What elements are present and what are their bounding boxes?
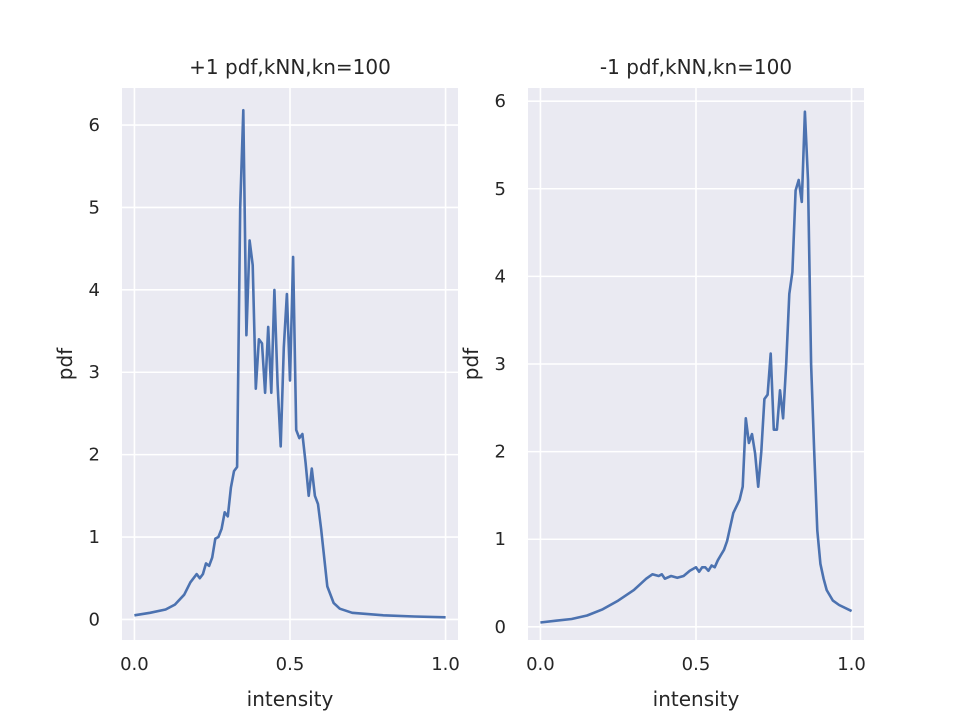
left-y-tick-label: 2 [89,445,100,466]
left-y-tick-label: 5 [89,197,100,218]
right-y-tick-label: 4 [495,266,506,287]
right-gridlines [528,88,864,640]
right-y-tick-label: 5 [495,179,506,200]
right-x-axis-label: intensity [653,687,740,711]
right-y-tick-label: 2 [495,442,506,463]
right-y-tick-label: 6 [495,91,506,112]
right-y-tick-label: 3 [495,354,506,375]
right-x-tick-labels: 0.0 0.5 1.0 [526,654,866,675]
left-pdf-line [134,108,446,619]
left-y-tick-label: 0 [89,609,100,630]
left-x-tick-label: 0.5 [276,654,305,675]
left-y-axis-label: pdf [53,347,77,380]
left-x-axis-label: intensity [247,687,334,711]
left-y-tick-label: 4 [89,280,100,301]
left-y-tick-label: 1 [89,527,100,548]
right-chart-panel: 0.0 0.5 1.0 0 1 2 3 4 5 6 -1 pdf,kNN,kn=100 inte… [459,55,866,711]
right-y-tick-labels: 0 1 2 3 4 5 6 [495,91,506,638]
left-chart-panel: 0.0 0.5 1.0 0 1 2 3 4 5 6 +1 pdf,kNN,kn=100 inte… [53,55,460,711]
right-y-tick-label: 1 [495,529,506,550]
right-x-tick-label: 0.5 [682,654,711,675]
right-y-axis-label: pdf [459,347,483,380]
left-x-tick-label: 1.0 [431,654,460,675]
left-y-tick-labels: 0 1 2 3 4 5 6 [89,115,100,630]
left-chart-title: +1 pdf,kNN,kn=100 [189,55,391,79]
right-chart-title: -1 pdf,kNN,kn=100 [600,55,792,79]
left-x-tick-label: 0.0 [120,654,149,675]
right-x-tick-label: 1.0 [837,654,866,675]
right-y-tick-label: 0 [495,617,506,638]
right-x-tick-label: 0.0 [526,654,555,675]
right-pdf-line [540,110,853,624]
left-y-tick-label: 6 [89,115,100,136]
left-y-tick-label: 3 [89,362,100,383]
left-x-tick-labels: 0.0 0.5 1.0 [120,654,460,675]
